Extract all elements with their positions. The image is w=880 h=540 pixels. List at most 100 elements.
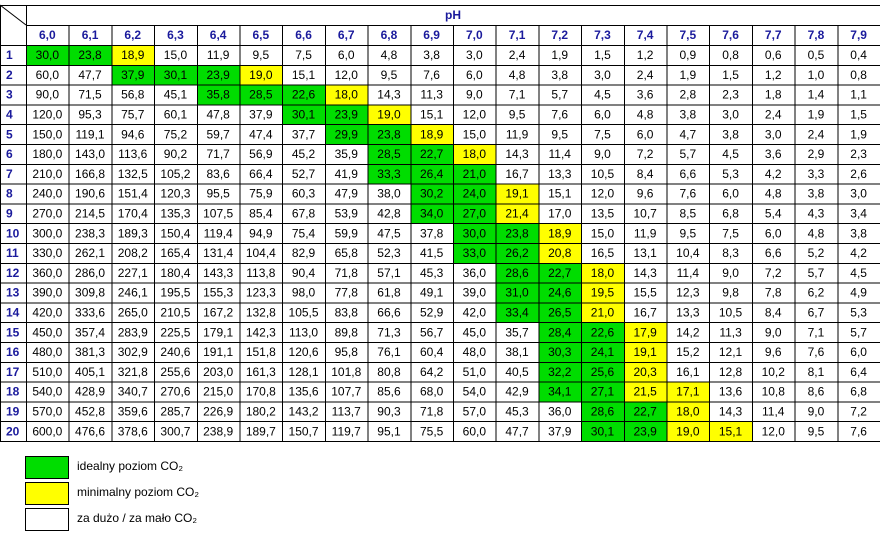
row-header: 15 [6, 325, 20, 339]
cell-value: 210,0 [32, 167, 62, 181]
cell-value: 28,5 [377, 147, 401, 161]
cell-value: 59,9 [335, 226, 359, 240]
cell-value: 155,3 [203, 286, 233, 300]
column-header: 6,8 [381, 28, 398, 42]
cell-value: 60,0 [36, 68, 60, 82]
cell-value: 4,8 [381, 48, 398, 62]
cell-value: 340,7 [118, 385, 148, 399]
cell-value: 390,0 [32, 286, 62, 300]
cell-value: 34,0 [420, 206, 444, 220]
cell-value: 90,3 [377, 404, 401, 418]
column-header: 6,6 [295, 28, 312, 42]
cell-value: 12,0 [463, 107, 487, 121]
cell-value: 180,0 [32, 147, 62, 161]
row-header: 13 [6, 286, 20, 300]
cell-value: 30,1 [591, 424, 615, 438]
cell-value: 7,8 [765, 286, 782, 300]
cell-value: 52,7 [292, 167, 316, 181]
cell-value: 53,9 [335, 206, 359, 220]
cell-value: 150,7 [289, 424, 319, 438]
cell-value: 12,1 [719, 345, 743, 359]
cell-value: 13,3 [676, 305, 700, 319]
cell-value: 1,8 [765, 88, 782, 102]
cell-value: 3,8 [808, 187, 825, 201]
column-header: 6,9 [423, 28, 440, 42]
column-header: 7,8 [808, 28, 825, 42]
cell-value: 6,2 [808, 286, 825, 300]
row-header-cell [0, 124, 27, 145]
cell-value: 9,6 [765, 345, 782, 359]
cell-value: 8,3 [722, 246, 739, 260]
cell-value: 15,0 [463, 127, 487, 141]
cell-value: 13,6 [719, 385, 743, 399]
cell-value: 30,2 [420, 187, 444, 201]
cell-value: 452,8 [75, 404, 105, 418]
cell-value: 120,3 [160, 187, 190, 201]
cell-value: 4,8 [637, 107, 654, 121]
cell-value: 0,6 [765, 48, 782, 62]
cell-value: 56,8 [121, 88, 145, 102]
cell-value: 10,2 [762, 365, 786, 379]
row-header-cell [0, 64, 27, 86]
cell-value: 360,0 [32, 266, 62, 280]
cell-value: 56,7 [420, 325, 444, 339]
cell-value: 321,8 [118, 365, 148, 379]
cell-value: 3,3 [808, 167, 825, 181]
cell-value: 113,7 [332, 404, 361, 418]
cell-value: 6,0 [850, 345, 867, 359]
cell-value: 7,6 [551, 107, 568, 121]
cell-value: 330,0 [32, 246, 62, 260]
cell-value: 4,3 [808, 206, 825, 220]
cell-value: 3,8 [722, 127, 739, 141]
row-header-cell [0, 183, 27, 205]
cell-value: 13,3 [548, 167, 572, 181]
cell-value: 179,1 [203, 325, 233, 339]
cell-value: 36,0 [463, 266, 487, 280]
cell-value: 101,8 [331, 365, 361, 379]
cell-value: 7,1 [808, 325, 825, 339]
cell-value: 21,4 [505, 206, 529, 220]
cell-value: 123,3 [246, 286, 276, 300]
column-header: 6,2 [124, 28, 141, 42]
cell-value: 142,3 [246, 325, 276, 339]
row-header: 6 [6, 147, 13, 161]
cell-value: 98,0 [292, 286, 316, 300]
column-header: 7,4 [637, 28, 654, 42]
cell-value: 94,9 [249, 226, 273, 240]
cell-value: 286,0 [75, 266, 105, 280]
cell-value: 18,0 [676, 404, 700, 418]
cell-value: 476,6 [75, 424, 105, 438]
cell-value: 283,9 [118, 325, 148, 339]
cell-value: 41,9 [335, 167, 359, 181]
cell-value: 6,7 [808, 305, 825, 319]
row-header: 3 [6, 88, 13, 102]
cell-value: 8,1 [808, 365, 825, 379]
column-header: 7,3 [594, 28, 611, 42]
cell-value: 3,8 [551, 68, 568, 82]
cell-value: 23,9 [206, 68, 230, 82]
cell-value: 3,0 [765, 127, 782, 141]
cell-value: 3,8 [850, 226, 867, 240]
column-header: 7,6 [722, 28, 739, 42]
cell-value: 4,5 [722, 147, 739, 161]
cell-value: 37,9 [121, 68, 145, 82]
cell-value: 90,4 [292, 266, 316, 280]
cell-value: 36,0 [548, 404, 572, 418]
cell-value: 2,4 [637, 68, 654, 82]
cell-value: 9,0 [808, 404, 825, 418]
cell-value: 8,4 [765, 305, 782, 319]
cell-value: 51,0 [463, 365, 487, 379]
cell-value: 5,7 [808, 266, 825, 280]
cell-value: 47,9 [335, 187, 359, 201]
row-header: 1 [6, 48, 13, 62]
cell-value: 203,0 [203, 365, 233, 379]
row-header: 14 [6, 305, 20, 319]
cell-value: 90,2 [164, 147, 188, 161]
cell-value: 47,5 [377, 226, 401, 240]
cell-value: 24,0 [463, 187, 487, 201]
cell-value: 7,5 [594, 127, 611, 141]
row-header-cell [0, 163, 27, 185]
cell-value: 105,2 [160, 167, 190, 181]
cell-value: 25,6 [591, 365, 615, 379]
cell-value: 189,7 [246, 424, 276, 438]
